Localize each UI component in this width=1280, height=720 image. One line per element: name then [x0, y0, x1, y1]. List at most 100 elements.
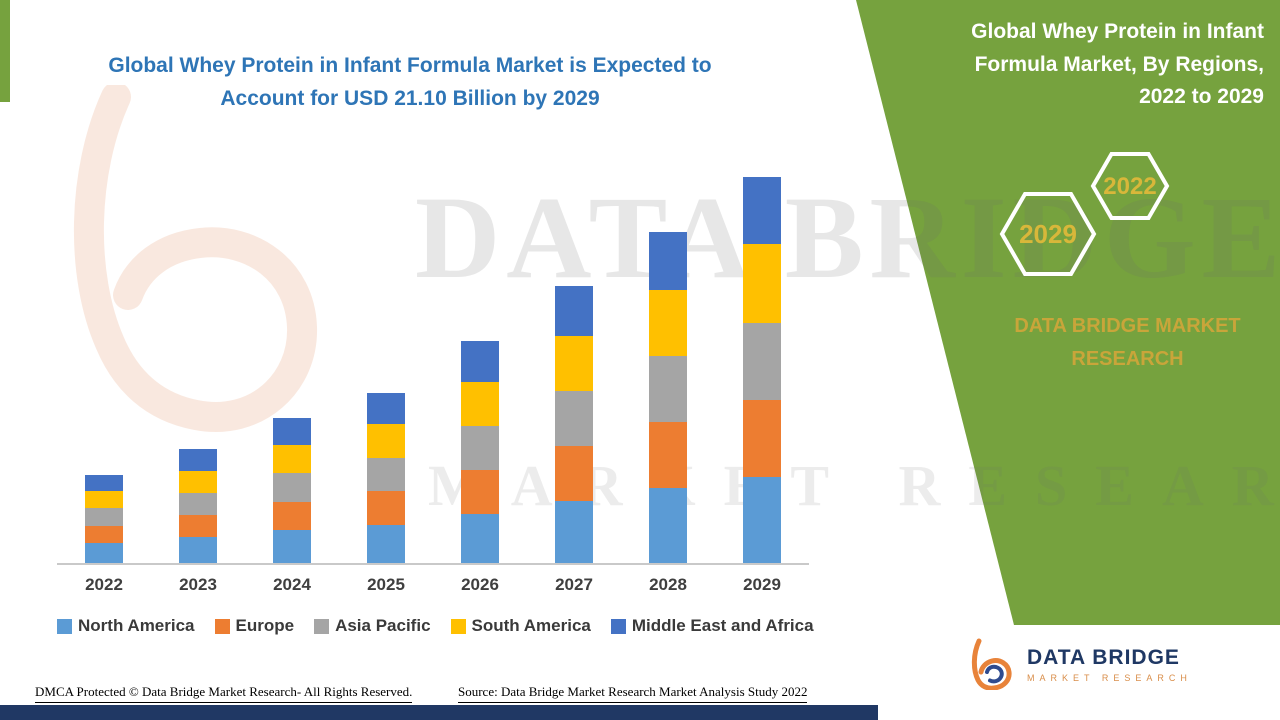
bar-segment [555, 335, 593, 391]
x-axis-label: 2027 [555, 575, 593, 594]
legend-item: Middle East and Africa [610, 616, 814, 636]
bar-stack [649, 231, 687, 563]
bar-segment [179, 470, 217, 494]
bar-stack [461, 341, 499, 563]
bar-column-2025 [339, 392, 433, 563]
logo-name: DATA BRIDGE [1027, 645, 1180, 669]
bar-segment [743, 476, 781, 563]
logo-subtitle: MARKET RESEARCH [1027, 672, 1192, 683]
bar-segment [461, 425, 499, 470]
x-axis-label: 2023 [179, 575, 217, 594]
bar-segment [555, 286, 593, 336]
legend-item: South America [450, 616, 591, 636]
hexagon-2022-icon [1090, 152, 1170, 220]
bar-segment [555, 500, 593, 563]
bar-segment [179, 537, 217, 563]
bar-segment [649, 231, 687, 291]
bar-segment [367, 524, 405, 563]
bar-segment [555, 390, 593, 446]
svg-text:2029: 2029 [1019, 219, 1077, 249]
bar-stack [743, 176, 781, 563]
bar-segment [179, 449, 217, 471]
bar-segment [555, 445, 593, 501]
bottom-navy-bar [0, 705, 878, 720]
x-axis-labels: 2022 2023 2024 2025 2026 2027 2028 2029 [57, 565, 809, 595]
bar-column-2024 [245, 418, 339, 563]
bar-stack [179, 449, 217, 563]
bar-segment [85, 475, 123, 491]
bar-stack [273, 418, 311, 563]
panel-heading: Global Whey Protein in Infant Formula Ma… [971, 20, 1264, 109]
x-axis-label: 2024 [273, 575, 311, 594]
legend-label: North America [78, 616, 195, 635]
dmca-notice: DMCA Protected © Data Bridge Market Rese… [35, 684, 413, 703]
company-logo: DATA BRIDGE MARKET RESEARCH [965, 638, 1192, 690]
bar-segment [743, 323, 781, 401]
legend-label: Asia Pacific [335, 616, 431, 635]
bar-segment [179, 515, 217, 538]
legend-label: South America [471, 616, 591, 635]
stacked-bar-chart: 2022 2023 2024 2025 2026 2027 2028 2029 [57, 162, 809, 595]
chart-legend: North America Europe Asia Pacific South Ame… [57, 616, 827, 636]
chart-plot-area [57, 162, 809, 565]
legend-swatch-icon [314, 618, 330, 634]
bar-segment [649, 356, 687, 423]
legend-swatch-icon [214, 618, 230, 634]
bar-segment [367, 457, 405, 491]
bar-segment [649, 487, 687, 563]
bar-segment [743, 176, 781, 245]
bar-column-2026 [433, 341, 527, 563]
bar-stack [555, 286, 593, 563]
bar-segment [85, 508, 123, 526]
bar-segment [461, 469, 499, 514]
bar-stack [85, 475, 123, 563]
bar-column-2023 [151, 449, 245, 563]
source-note: Source: Data Bridge Market Research Mark… [458, 684, 808, 703]
bar-segment [461, 381, 499, 426]
bar-segment [273, 530, 311, 563]
bar-segment [743, 244, 781, 324]
x-axis-label: 2025 [367, 575, 405, 594]
bar-segment [367, 490, 405, 525]
bar-column-2029 [715, 176, 809, 563]
bar-segment [273, 418, 311, 445]
year-hexagons: 2029 2022 [999, 152, 1170, 276]
bar-segment [273, 501, 311, 530]
svg-text:2022: 2022 [1103, 173, 1156, 200]
bar-segment [85, 490, 123, 509]
bar-column-2028 [621, 231, 715, 563]
legend-swatch-icon [57, 618, 72, 634]
x-axis-label: 2028 [649, 575, 687, 594]
bar-segment [273, 473, 311, 502]
bar-segment [461, 513, 499, 563]
bar-column-2027 [527, 286, 621, 563]
x-axis-label: 2022 [85, 575, 123, 594]
x-axis-label: 2026 [461, 575, 499, 594]
legend-label: Europe [235, 616, 295, 635]
title-line2: Account for USD 21.10 Billion by 2029 [220, 86, 600, 110]
x-axis-label: 2029 [743, 575, 781, 594]
legend-label: Middle East and Africa [631, 616, 814, 635]
legend-swatch-icon [450, 618, 466, 634]
title-line1: Global Whey Protein in Infant Formula Ma… [108, 54, 712, 77]
databridge-b-icon [971, 638, 1012, 690]
page-title: Global Whey Protein in Infant Formula Ma… [70, 50, 750, 115]
bar-segment [461, 341, 499, 382]
bar-segment [85, 525, 123, 543]
bar-segment [743, 400, 781, 477]
bar-segment [367, 423, 405, 458]
bar-segment [649, 290, 687, 357]
watermark-databridge: DATA BRIDGE [415, 172, 1280, 303]
legend-item: Asia Pacific [314, 616, 431, 636]
bar-segment [179, 493, 217, 516]
left-green-accent [0, 0, 10, 102]
watermark-b-logo-icon [73, 85, 317, 432]
bar-segment [649, 422, 687, 488]
bar-stack [367, 392, 405, 563]
bar-column-2022 [57, 475, 151, 563]
bar-segment [85, 542, 123, 563]
bar-segment [273, 444, 311, 474]
legend-swatch-icon [610, 618, 626, 634]
brand-wordmark: DATA BRIDGE MARKET RESEARCH [1014, 315, 1241, 370]
